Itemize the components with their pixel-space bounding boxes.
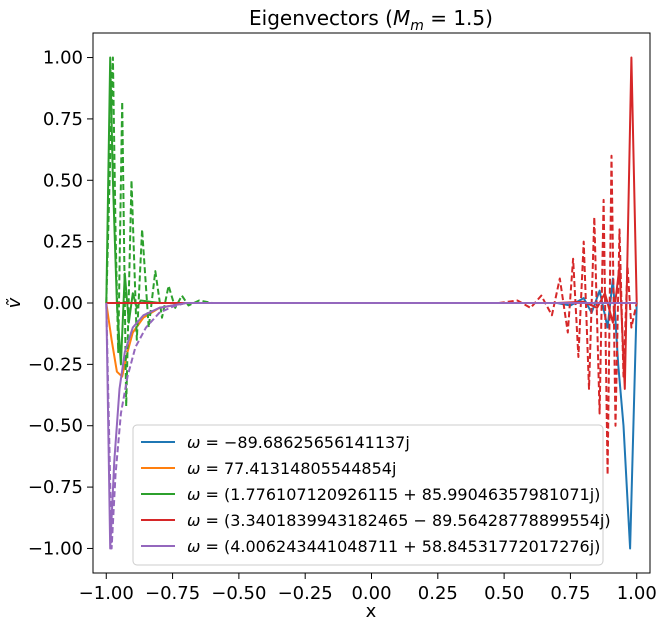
legend-label-value: (1.776107120926115 + 85.99046357981071j) (224, 485, 600, 504)
x-tick-label: −0.25 (278, 583, 333, 604)
title-prefix: Eigenvectors ( (249, 6, 393, 30)
title-suffix: = 1.5) (424, 6, 493, 30)
y-tick-label: −0.75 (28, 477, 83, 498)
series-line-2 (105, 56, 637, 366)
x-tick-label: −1.00 (79, 583, 134, 604)
y-tick-label: 0.50 (43, 170, 83, 191)
x-tick-label: −0.75 (145, 583, 200, 604)
y-axis: 1.00 0.75 0.50 0.25 0.00 −0.25 −0.50 −0.75 −1.00 (28, 48, 93, 559)
legend-label-value: 77.41314805544854j (224, 459, 396, 478)
legend-label-prefix: ω = (187, 485, 224, 504)
x-axis: −1.00 −0.75 −0.50 −0.25 0.00 0.25 0.50 0.75 1.00 (79, 573, 656, 604)
y-axis-label: ṽ (4, 297, 25, 308)
legend-box (132, 424, 604, 566)
series-layer (105, 56, 638, 550)
legend-label: ω = (4.006243441048711 + 58.845317720172… (187, 537, 600, 556)
legend-label-prefix: ω = (187, 511, 224, 530)
title-m: M (393, 6, 410, 30)
x-axis-label: x (366, 601, 377, 622)
series-line-3-dashed (105, 56, 637, 408)
legend-label-prefix: ω = (187, 459, 224, 478)
legend-label: ω = (3.3401839943182465 − 89.56428778899… (187, 511, 611, 530)
series-line-6 (105, 302, 637, 550)
x-tick-label: −0.50 (211, 583, 266, 604)
legend-label: ω = 77.41314805544854j (187, 459, 396, 478)
y-tick-label: −0.50 (28, 416, 83, 437)
legend-label: ω = (1.776107120926115 + 85.990463579810… (187, 485, 600, 504)
legend-label-value: (3.3401839943182465 − 89.56428778899554j… (224, 511, 611, 530)
legend-label-prefix: ω = (187, 537, 224, 556)
title-sub: m (410, 18, 424, 34)
legend-label-prefix: ω = (187, 433, 224, 452)
legend-label: ω = −89.68625656141137j (187, 433, 410, 452)
y-tick-label: 0.75 (43, 109, 83, 130)
y-tick-label: −1.00 (28, 538, 83, 559)
x-tick-label: 0.75 (550, 583, 590, 604)
y-tick-label: 1.00 (43, 48, 83, 69)
plot-title: Eigenvectors (Mm = 1.5) (249, 6, 493, 34)
x-tick-label: 1.00 (617, 583, 656, 604)
y-tick-label: 0.00 (43, 293, 83, 314)
x-tick-label: 0.00 (351, 583, 391, 604)
y-tick-label: −0.25 (28, 354, 83, 375)
series-line-4 (106, 56, 638, 390)
x-tick-label: 0.50 (484, 583, 524, 604)
x-tick-label: 0.25 (418, 583, 458, 604)
svg-text:Eigenvectors (Mm = 1.5): Eigenvectors (Mm = 1.5) (249, 6, 493, 34)
series-line-1 (105, 302, 637, 378)
y-tick-label: 0.25 (43, 232, 83, 253)
legend-label-value: −89.68625656141137j (224, 433, 410, 452)
legend-label-value: (4.006243441048711 + 58.84531772017276j) (224, 537, 600, 556)
